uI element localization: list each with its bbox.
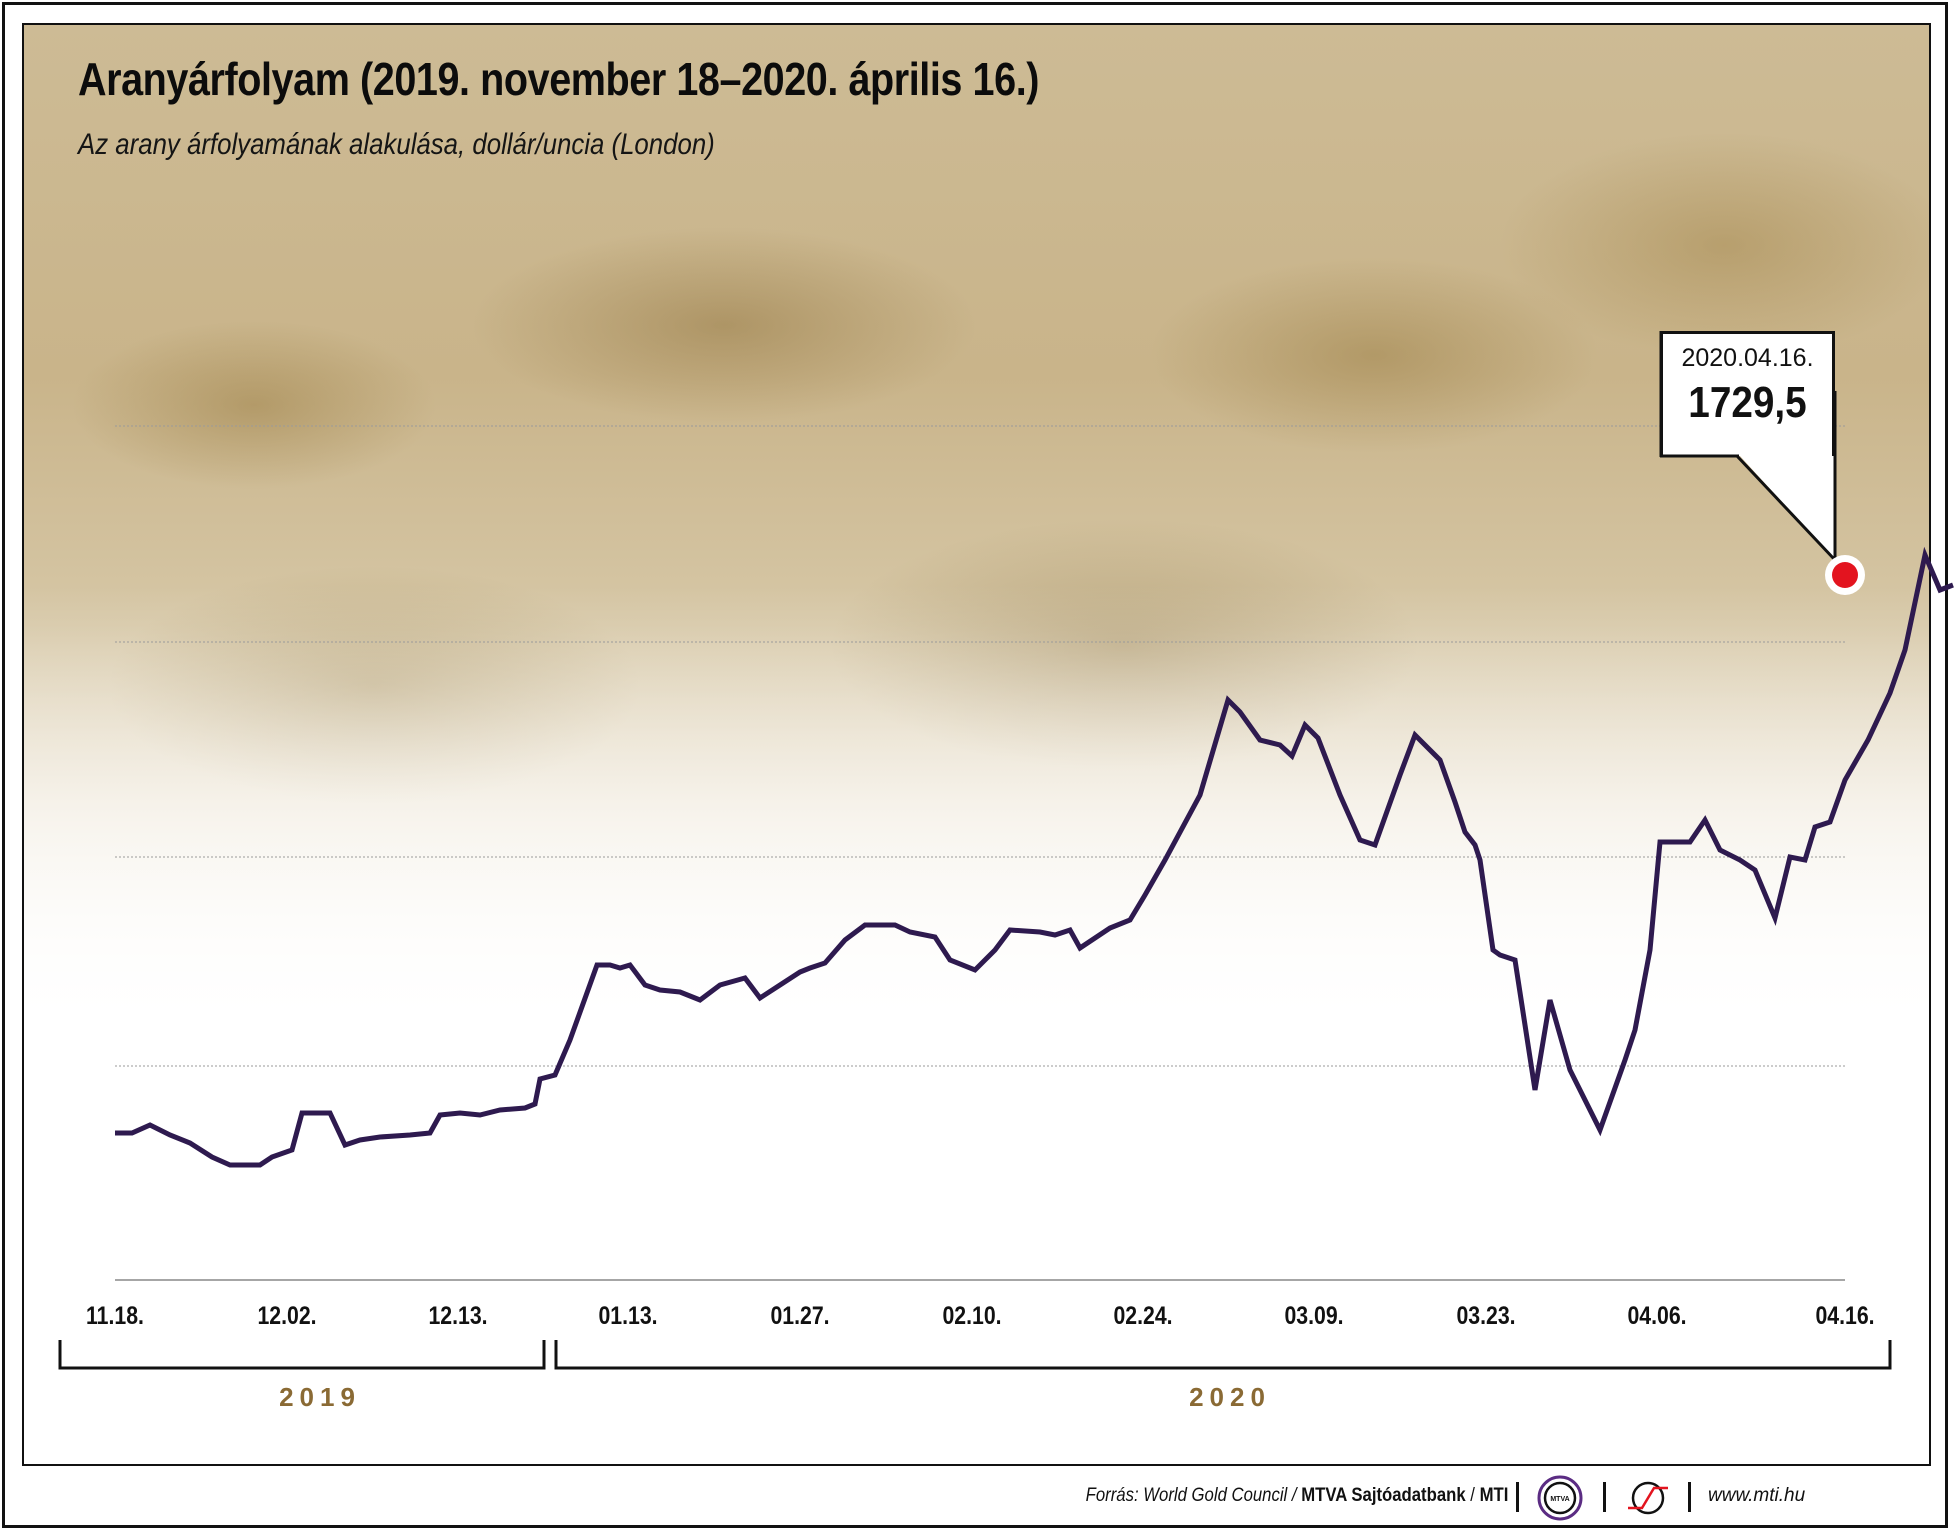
svg-text:MTVA: MTVA bbox=[1550, 1496, 1569, 1503]
divider bbox=[1688, 1482, 1691, 1512]
year-label-2020: 2020 bbox=[1189, 1382, 1271, 1412]
source-mti: MTI bbox=[1479, 1485, 1508, 1506]
divider bbox=[1603, 1482, 1606, 1512]
divider bbox=[1516, 1482, 1519, 1512]
x-tick-label: 03.09. bbox=[1284, 1302, 1344, 1330]
x-tick-label: 12.13. bbox=[428, 1302, 488, 1330]
year-brackets bbox=[58, 1340, 1892, 1370]
callout-date: 2020.04.16. bbox=[1681, 344, 1814, 372]
callout-value: 1729,5 bbox=[1688, 378, 1807, 427]
chart-subtitle: Az arany árfolyamának alakulása, dollár/… bbox=[78, 128, 715, 161]
gridlines bbox=[115, 425, 1845, 1067]
x-tick-label: 02.24. bbox=[1113, 1302, 1173, 1330]
x-tick-label: 01.27. bbox=[770, 1302, 830, 1330]
endpoint-marker bbox=[1825, 555, 1865, 595]
x-tick-label: 04.06. bbox=[1627, 1302, 1687, 1330]
x-tick-label: 02.10. bbox=[942, 1302, 1002, 1330]
x-tick-label: 11.18. bbox=[86, 1302, 144, 1330]
gold-price-line bbox=[115, 546, 1954, 1168]
value-callout: 2020.04.16. 1729,5 bbox=[1660, 331, 1835, 456]
source-mtva: MTVA Sajtóadatbank bbox=[1300, 1485, 1466, 1506]
chart-title: Aranyárfolyam (2019. november 18–2020. á… bbox=[78, 53, 1040, 105]
x-tick-label: 04.16. bbox=[1815, 1302, 1875, 1330]
x-tick-label: 12.02. bbox=[257, 1302, 317, 1330]
website-link[interactable]: www.mti.hu bbox=[1708, 1485, 1806, 1506]
source-sep: / bbox=[1465, 1485, 1480, 1506]
year-label-2019: 2019 bbox=[279, 1382, 361, 1412]
source-prefix: Forrás: World Gold Council / bbox=[1085, 1485, 1301, 1506]
x-tick-label: 01.13. bbox=[598, 1302, 658, 1330]
mtva-logo-icon: MTVA bbox=[1537, 1475, 1583, 1521]
x-tick-label: 03.23. bbox=[1456, 1302, 1516, 1330]
source-credit: Forrás: World Gold Council / MTVA Sajtóa… bbox=[1085, 1485, 1508, 1507]
footer: Forrás: World Gold Council / MTVA Sajtóa… bbox=[0, 1472, 1954, 1522]
mti-logo-icon bbox=[1628, 1481, 1668, 1515]
